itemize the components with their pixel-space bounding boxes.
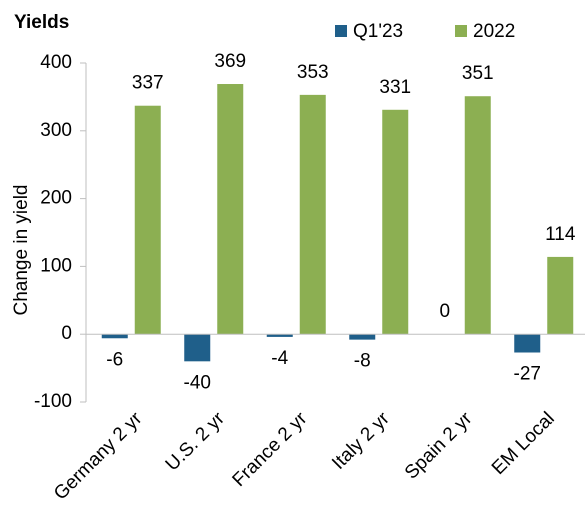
y-tick-label: 100: [40, 255, 72, 276]
x-tick-label: U.S. 2 yr: [162, 408, 230, 476]
y-tick-label: 300: [40, 120, 72, 141]
data-label: -4: [271, 348, 288, 369]
y-axis-label: Change in yield: [11, 185, 32, 316]
x-tick-label: EM Local: [488, 408, 559, 479]
y-tick-label: 0: [61, 323, 72, 344]
y-tick-label: 400: [40, 52, 72, 73]
bar: [266, 334, 293, 337]
y-tick-label: 200: [40, 188, 72, 209]
data-label: 351: [462, 63, 494, 84]
data-label: 369: [214, 51, 246, 72]
bar: [134, 105, 161, 335]
data-label: 114: [545, 224, 576, 245]
legend-label: 2022: [473, 21, 515, 42]
bar: [464, 96, 491, 335]
data-label: 0: [439, 301, 450, 322]
bar: [101, 334, 128, 339]
bar: [514, 334, 541, 353]
bar: [382, 109, 409, 335]
chart-title: Yields: [14, 12, 69, 33]
y-tick-label: -100: [34, 391, 72, 412]
legend-swatch: [335, 25, 347, 37]
bar: [184, 334, 211, 362]
data-label: 353: [297, 62, 329, 83]
bar: [217, 84, 244, 335]
legend-label: Q1'23: [353, 21, 403, 42]
data-label: -6: [106, 349, 123, 370]
x-tick-label: Germany 2 yr: [50, 408, 147, 505]
legend-swatch: [455, 25, 467, 37]
x-tick-label: Italy 2 yr: [328, 408, 394, 474]
bar: [547, 256, 574, 335]
x-tick-label: Spain 2 yr: [401, 408, 477, 484]
x-tick-label: France 2 yr: [229, 408, 312, 491]
data-label: -27: [514, 364, 541, 385]
data-label: 337: [132, 73, 164, 94]
data-label: -8: [354, 351, 371, 372]
bar: [349, 334, 376, 340]
data-label: -40: [184, 372, 211, 393]
bar: [299, 94, 326, 335]
data-label: 331: [379, 77, 411, 98]
